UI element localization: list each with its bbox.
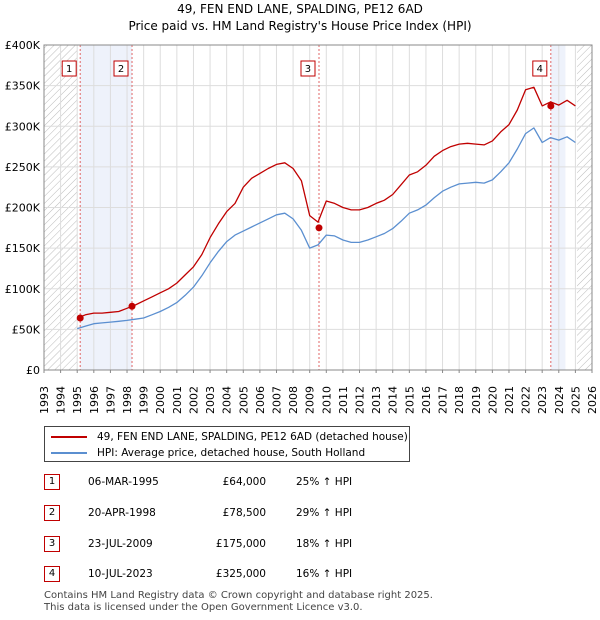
x-tick-label: 1993 (38, 386, 51, 414)
legend-swatch-hpi (51, 452, 87, 454)
chart-legend: 49, FEN END LANE, SPALDING, PE12 6AD (de… (44, 426, 410, 462)
transaction-badge: 1 (44, 474, 60, 490)
x-tick-label: 1998 (121, 386, 134, 414)
y-tick-label: £300K (5, 120, 41, 133)
sale-badges: 1 2 3 4 (61, 60, 548, 77)
sale-badge-2 (113, 60, 129, 77)
sale-badge-label-4: 4 (537, 64, 543, 75)
y-tick-label: £250K (5, 161, 41, 174)
x-tick-label: 2012 (354, 386, 367, 414)
y-tick-label: £100K (5, 283, 41, 296)
sale-point-2 (128, 302, 136, 310)
hpi-line (77, 127, 576, 330)
sale-badge-label-2: 2 (118, 64, 124, 75)
sale-badge-4 (532, 60, 548, 77)
transaction-hpi-change: 18% ↑ HPI (296, 538, 353, 550)
transaction-badge: 3 (44, 536, 60, 552)
x-tick-label: 2016 (420, 386, 433, 414)
sale-point-1 (76, 314, 84, 322)
transaction-badge: 2 (44, 505, 60, 521)
x-tick-label: 2022 (520, 386, 533, 414)
attribution-footer: Contains HM Land Registry data © Crown c… (44, 590, 433, 614)
footer-copyright: Contains HM Land Registry data © Crown c… (44, 590, 433, 601)
chart-grid (43, 44, 593, 371)
y-tick-label: £350K (5, 80, 41, 93)
property-price-line (76, 86, 576, 319)
x-tick-label: 2024 (553, 386, 566, 414)
x-tick-label: 1996 (88, 386, 101, 414)
sale-point-3 (315, 224, 323, 232)
y-tick-label: £150K (5, 242, 41, 255)
x-tick-label: 2001 (171, 386, 184, 414)
x-tick-label: 1994 (55, 386, 68, 414)
sale-points (76, 102, 555, 322)
legend-swatch-property (51, 436, 87, 438)
chart-title: 49, FEN END LANE, SPALDING, PE12 6AD (177, 2, 423, 16)
x-tick-label: 2023 (536, 386, 549, 414)
x-tick-label: 2015 (403, 386, 416, 414)
transaction-date: 10-JUL-2023 (88, 568, 153, 580)
transaction-hpi-change: 16% ↑ HPI (296, 568, 353, 580)
x-tick-label: 2026 (586, 386, 599, 414)
x-tick-label: 1995 (71, 386, 84, 414)
legend-label-property: 49, FEN END LANE, SPALDING, PE12 6AD (de… (97, 431, 408, 443)
x-tick-label: 2014 (387, 386, 400, 414)
x-tick-label: 2005 (237, 386, 250, 414)
sale-badge-3 (300, 60, 316, 77)
transaction-date: 06-MAR-1995 (88, 476, 159, 488)
transaction-price: £64,000 (222, 476, 266, 488)
sale-badge-1 (61, 60, 77, 77)
y-tick-label: £50K (12, 323, 41, 336)
x-tick-label: 2025 (569, 386, 582, 414)
x-tick-label: 2003 (204, 386, 217, 414)
transaction-badge: 4 (44, 566, 60, 582)
x-tick-label: 2000 (154, 386, 167, 414)
transaction-date: 20-APR-1998 (88, 507, 156, 519)
y-tick-label: £200K (5, 202, 41, 215)
x-tick-label: 2011 (337, 386, 350, 414)
chart-axes: £0 £50K £100K £150K £200K £250K £300K £350K £400… (5, 39, 599, 414)
transaction-price: £78,500 (222, 507, 266, 519)
x-tick-label: 2004 (221, 386, 234, 414)
transaction-hpi-change: 29% ↑ HPI (296, 507, 353, 519)
x-tick-label: 1999 (138, 386, 151, 414)
transaction-price: £325,000 (215, 568, 266, 580)
chart-subtitle: Price paid vs. HM Land Registry's House … (128, 19, 471, 33)
x-tick-label: 2006 (254, 386, 267, 414)
x-tick-label: 2018 (453, 386, 466, 414)
x-tick-label: 2002 (187, 386, 200, 414)
x-tick-label: 2007 (270, 386, 283, 414)
sale-point-4 (547, 102, 555, 110)
x-tick-label: 2017 (437, 386, 450, 414)
x-tick-label: 2020 (486, 386, 499, 414)
x-tick-label: 2019 (470, 386, 483, 414)
transaction-date: 23-JUL-2009 (88, 538, 153, 550)
x-tick-label: 1997 (104, 386, 117, 414)
y-tick-label: £400K (5, 39, 41, 52)
transaction-price: £175,000 (215, 538, 266, 550)
sale-badge-label-1: 1 (66, 64, 72, 75)
transaction-hpi-change: 25% ↑ HPI (296, 476, 353, 488)
price-chart: 49, FEN END LANE, SPALDING, PE12 6AD Pri… (5, 2, 599, 414)
x-tick-label: 2021 (503, 386, 516, 414)
x-tick-label: 2013 (370, 386, 383, 414)
chart-series (76, 86, 576, 330)
y-tick-label: £0 (26, 364, 40, 377)
x-tick-label: 2009 (304, 386, 317, 414)
sale-badge-label-3: 3 (305, 64, 311, 75)
x-tick-label: 2008 (287, 386, 300, 414)
footer-licence: This data is licensed under the Open Gov… (44, 602, 363, 613)
legend-label-hpi: HPI: Average price, detached house, Sout… (97, 447, 366, 459)
x-tick-label: 2010 (320, 386, 333, 414)
plot-border (43, 44, 593, 371)
